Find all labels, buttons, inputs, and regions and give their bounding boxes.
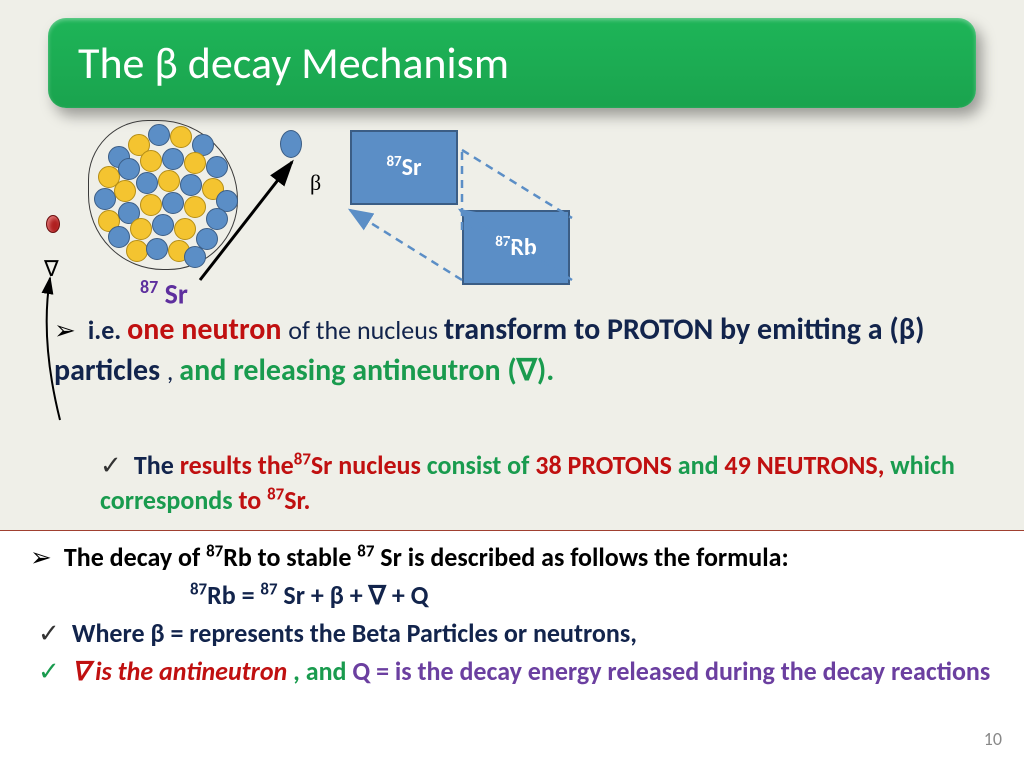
bullet-5: ✓ ∇ is the antineutron , and Q = is the … (38, 654, 998, 689)
nucleus-diagram (88, 120, 238, 270)
antineutron-particle (46, 215, 60, 233)
emitted-beta-particle (280, 130, 302, 158)
page-number: 10 (984, 728, 1002, 750)
slide-title: The β decay Mechanism (48, 18, 976, 108)
rb-box: 87Rb (462, 210, 570, 285)
nabla-label: ∇ (44, 256, 59, 282)
bullet-4: ✓ Where β = represents the Beta Particle… (38, 616, 968, 651)
bullet-3: ➢ The decay of 87Rb to stable 87 Sr is d… (30, 540, 1010, 575)
beta-label: β (310, 170, 321, 196)
bullet-1: ➢ i.e. one neutron of the nucleus transf… (54, 310, 984, 391)
decay-equation: 87Rb = 87 Sr + β + ∇ + Q (190, 578, 1024, 613)
bullet-2: ✓ The results the87Sr nucleus consist of… (100, 448, 980, 518)
sr-isotope-label: 87 Sr87 Sr (140, 276, 188, 311)
sr-box: 87Sr (350, 130, 458, 205)
